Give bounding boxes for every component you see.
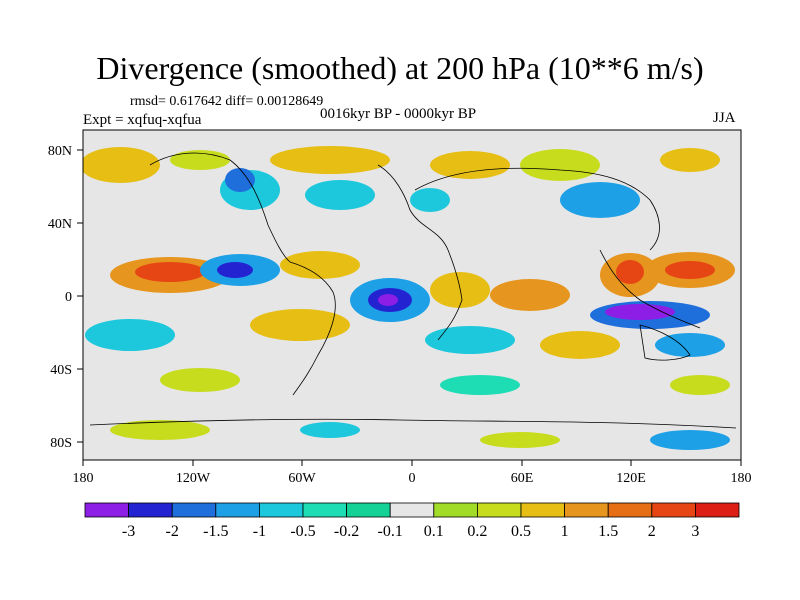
- colorbar-label-7: 0.1: [424, 523, 444, 540]
- lat-label-40n: 40N: [48, 217, 72, 232]
- period-label: 0016kyr BP - 0000kyr BP: [320, 106, 477, 122]
- lon-label-60w: 60W: [288, 471, 316, 486]
- lon-label-0: 0: [409, 471, 416, 486]
- colorbar-box-6: [346, 502, 391, 518]
- lat-label-80s: 80S: [50, 436, 72, 451]
- colorbar-label-3: -1: [253, 523, 266, 540]
- lat-label-40s: 40S: [50, 363, 72, 378]
- lat-label-80n: 80N: [48, 144, 72, 159]
- colorbar-box-0: [84, 502, 129, 518]
- colorbar-label-2: -1.5: [203, 523, 228, 540]
- colorbar-label-4: -0.5: [290, 523, 315, 540]
- rmsd-stats: rmsd= 0.617642 diff= 0.00128649: [130, 94, 324, 109]
- colorbar-box-14: [695, 502, 740, 518]
- colorbar-label-9: 0.5: [511, 523, 531, 540]
- colorbar-box-11: [564, 502, 609, 518]
- colorbar-box-1: [128, 502, 173, 518]
- lon-label-120w: 120W: [176, 471, 211, 486]
- colorbar-box-7: [389, 502, 435, 518]
- lon-ticks: [82, 460, 742, 466]
- coastlines: [89, 152, 737, 429]
- colorbar-box-9: [476, 502, 522, 518]
- colorbar-label-1: -2: [166, 523, 179, 540]
- map-title: Divergence (smoothed) at 200 hPa (10**6 …: [96, 50, 704, 86]
- colorbar-box-8: [433, 502, 478, 518]
- divergence-field: [83, 146, 735, 450]
- colorbar-label-6: -0.1: [378, 523, 403, 540]
- colorbar-box-3: [215, 502, 260, 518]
- colorbar-label-13: 3: [691, 523, 699, 540]
- colorbar-box-10: [520, 502, 565, 518]
- lat-label-0: 0: [65, 290, 72, 305]
- colorbar-box-2: [171, 502, 217, 518]
- season-label: JJA: [713, 110, 736, 126]
- colorbar-box-4: [258, 502, 304, 518]
- experiment-label: Expt = xqfuq-xqfua: [83, 112, 202, 128]
- colorbar: [84, 502, 740, 518]
- lon-label-60e: 60E: [511, 471, 534, 486]
- colorbar-label-10: 1: [561, 523, 569, 540]
- colorbar-box-5: [302, 502, 347, 518]
- lon-label-180w: 180: [73, 471, 94, 486]
- colorbar-label-0: -3: [122, 523, 135, 540]
- colorbar-box-13: [651, 502, 696, 518]
- lat-ticks: [77, 149, 83, 443]
- colorbar-box-12: [607, 502, 653, 518]
- lon-label-180e: 180: [731, 471, 752, 486]
- colorbar-label-12: 2: [648, 523, 656, 540]
- lon-label-120e: 120E: [616, 471, 646, 486]
- colorbar-label-11: 1.5: [598, 523, 618, 540]
- colorbar-label-5: -0.2: [334, 523, 359, 540]
- colorbar-label-8: 0.2: [467, 523, 487, 540]
